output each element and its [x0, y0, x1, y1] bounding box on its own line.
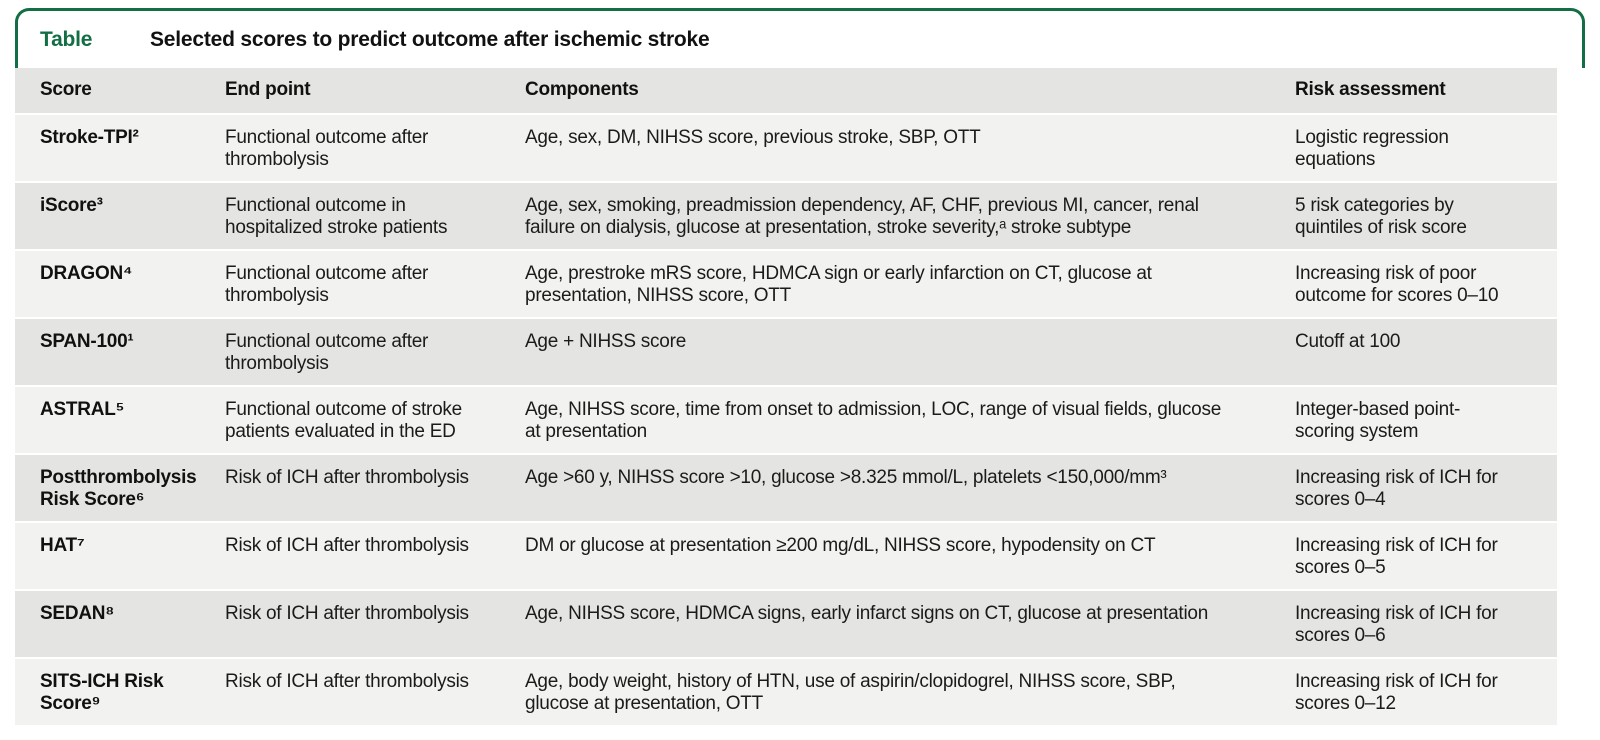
column-header-risk-assessment: Risk assessment	[1295, 79, 1446, 100]
table-label: Table	[40, 27, 93, 51]
table-row-span-100: SPAN-100¹ Functional outcome after throm…	[15, 319, 1557, 385]
end-point-cell: Risk of ICH after thrombolysis	[225, 671, 469, 692]
score-cell: SEDAN⁸	[40, 603, 114, 624]
end-point-cell: Risk of ICH after thrombolysis	[225, 603, 469, 624]
table-title-frame: Table Selected scores to predict outcome…	[15, 8, 1585, 68]
score-cell: Stroke-TPI²	[40, 127, 139, 148]
table-row-postthrombolysis: Postthrombolysis Risk Score⁶ Risk of ICH…	[15, 455, 1557, 521]
end-point-cell: Functional outcome after thrombolysis	[225, 263, 429, 306]
components-cell: DM or glucose at presentation ≥200 mg/dL…	[525, 535, 1156, 556]
components-cell: Age, sex, smoking, preadmission dependen…	[525, 195, 1199, 238]
components-cell: Age, NIHSS score, time from onset to adm…	[525, 399, 1222, 442]
end-point-cell: Functional outcome of stroke patients ev…	[225, 399, 462, 442]
components-cell: Age, sex, DM, NIHSS score, previous stro…	[525, 127, 981, 148]
table-row-sits-ich: SITS-ICH Risk Score⁹ Risk of ICH after t…	[15, 659, 1557, 725]
components-cell: Age >60 y, NIHSS score >10, glucose >8.3…	[525, 467, 1167, 488]
end-point-cell: Functional outcome after thrombolysis	[225, 331, 429, 374]
end-point-cell: Risk of ICH after thrombolysis	[225, 535, 469, 556]
components-cell: Age + NIHSS score	[525, 331, 687, 352]
score-cell: SPAN-100¹	[40, 331, 134, 352]
components-cell: Age, NIHSS score, HDMCA signs, early inf…	[525, 603, 1209, 624]
scores-table: Score End point Components Risk assessme…	[15, 68, 1557, 727]
table-header-row: Score End point Components Risk assessme…	[15, 68, 1557, 113]
end-point-cell: Functional outcome after thrombolysis	[225, 127, 429, 170]
risk-assessment-cell: Logistic regression equations	[1295, 127, 1449, 170]
table-row-hat: HAT⁷ Risk of ICH after thrombolysis DM o…	[15, 523, 1557, 589]
risk-assessment-cell: Increasing risk of ICH for scores 0–12	[1295, 671, 1498, 714]
score-cell: HAT⁷	[40, 535, 85, 556]
risk-assessment-cell: Increasing risk of ICH for scores 0–4	[1295, 467, 1498, 510]
risk-assessment-cell: 5 risk categories by quintiles of risk s…	[1295, 195, 1467, 238]
risk-assessment-cell: Increasing risk of ICH for scores 0–6	[1295, 603, 1498, 646]
column-header-end-point: End point	[225, 79, 311, 100]
column-header-components: Components	[525, 79, 639, 100]
table-row-iscore: iScore³ Functional outcome in hospitaliz…	[15, 183, 1557, 249]
table-row-sedan: SEDAN⁸ Risk of ICH after thrombolysis Ag…	[15, 591, 1557, 657]
score-cell: ASTRAL⁵	[40, 399, 125, 420]
score-cell: SITS-ICH Risk Score⁹	[40, 671, 164, 714]
score-cell: DRAGON⁴	[40, 263, 133, 284]
table-title: Selected scores to predict outcome after…	[150, 27, 710, 51]
risk-assessment-cell: Integer-based point- scoring system	[1295, 399, 1461, 442]
score-cell: Postthrombolysis Risk Score⁶	[40, 467, 197, 510]
components-cell: Age, prestroke mRS score, HDMCA sign or …	[525, 263, 1152, 306]
table-row-dragon: DRAGON⁴ Functional outcome after thrombo…	[15, 251, 1557, 317]
risk-assessment-cell: Increasing risk of poor outcome for scor…	[1295, 263, 1499, 306]
score-cell: iScore³	[40, 195, 103, 216]
end-point-cell: Functional outcome in hospitalized strok…	[225, 195, 448, 238]
table-row-astral: ASTRAL⁵ Functional outcome of stroke pat…	[15, 387, 1557, 453]
risk-assessment-cell: Increasing risk of ICH for scores 0–5	[1295, 535, 1498, 578]
column-header-score: Score	[40, 79, 92, 100]
end-point-cell: Risk of ICH after thrombolysis	[225, 467, 469, 488]
risk-assessment-cell: Cutoff at 100	[1295, 331, 1401, 352]
components-cell: Age, body weight, history of HTN, use of…	[525, 671, 1176, 714]
table-row-stroke-tpi: Stroke-TPI² Functional outcome after thr…	[15, 115, 1557, 181]
